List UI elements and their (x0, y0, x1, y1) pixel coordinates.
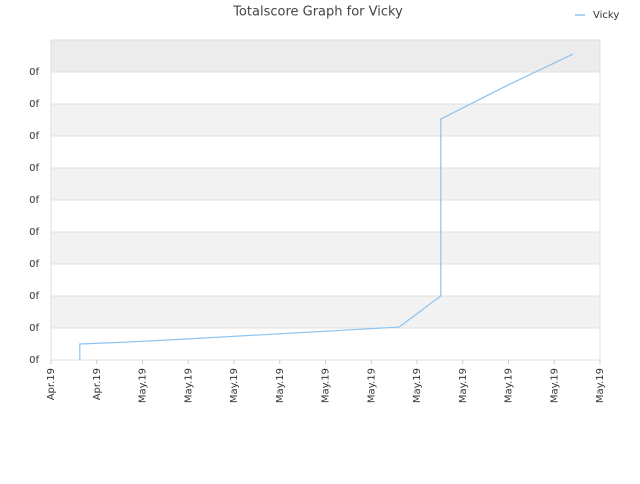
y-tick-label: 0f (29, 323, 39, 334)
y-tick-label: 0f (29, 131, 39, 142)
chart-title: Totalscore Graph for Vicky (232, 5, 403, 20)
band (51, 296, 600, 328)
x-tick-label: May.19 (321, 368, 332, 403)
band (51, 232, 600, 264)
x-tick-label: May.19 (595, 368, 606, 403)
y-tick-label: 0f (29, 355, 39, 366)
y-tick-label: 0f (29, 99, 39, 110)
band (51, 40, 600, 72)
y-tick-label: 0f (29, 291, 39, 302)
x-tick-label: May.19 (412, 368, 423, 403)
x-tick-label: May.19 (366, 368, 377, 403)
y-tick-label: 0f (29, 67, 39, 78)
y-tick-label: 0f (29, 163, 39, 174)
y-tick-label: 0f (29, 195, 39, 206)
line (79, 53, 574, 360)
x-tick-label: May.19 (549, 368, 560, 403)
x-tick-label: May.19 (504, 368, 515, 403)
x-tick-label: May.19 (275, 368, 286, 403)
band (51, 104, 600, 136)
y-tick-label: 0f (29, 259, 39, 270)
x-tick-label: May.19 (138, 368, 149, 403)
legend-label: Vicky (593, 10, 619, 21)
band (51, 168, 600, 200)
x-tick-label: May.19 (458, 368, 469, 403)
x-tick-label: May.19 (183, 368, 194, 403)
x-tick-label: Apr.19 (46, 368, 57, 400)
x-tick-label: May.19 (229, 368, 240, 403)
y-tick-label: 0f (29, 227, 39, 238)
x-tick-label: Apr.19 (92, 368, 103, 400)
